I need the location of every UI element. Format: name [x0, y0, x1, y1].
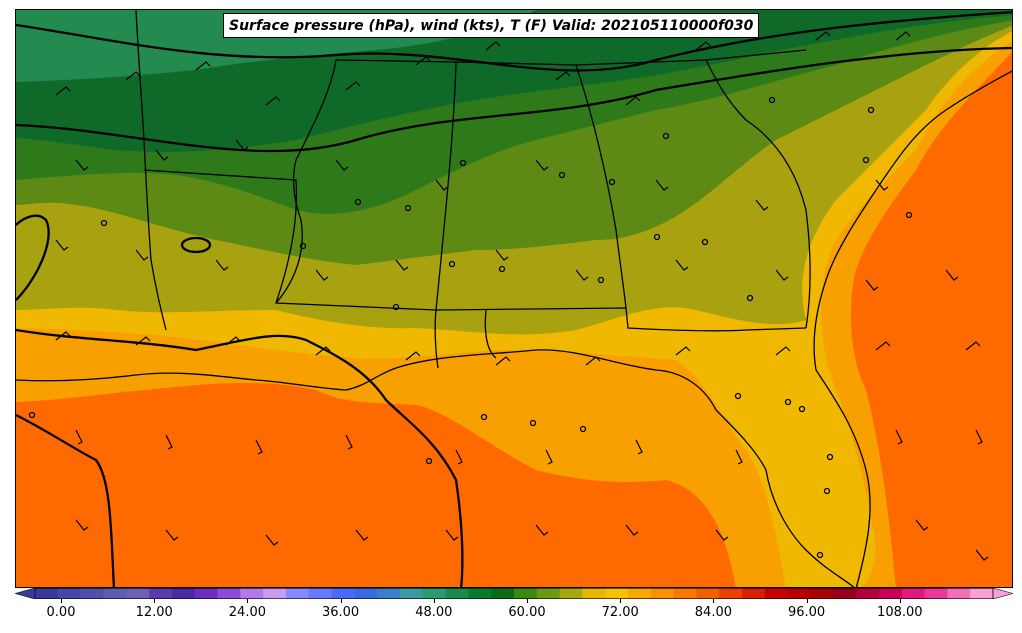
colorbar-segment — [650, 588, 675, 599]
colorbar-segment — [924, 588, 948, 599]
colorbar-tick-mark — [154, 599, 156, 603]
colorbar-tick-label: 72.00 — [601, 605, 639, 620]
colorbar-segment — [126, 588, 150, 599]
map-title: Surface pressure (hPa), wind (kts), T (F… — [223, 13, 760, 38]
colorbar-tick-label: 108.00 — [877, 605, 923, 620]
colorbar-segment — [354, 588, 378, 599]
isobar-lines — [16, 10, 1012, 587]
colorbar-segment — [377, 588, 401, 599]
colorbar-segment — [742, 588, 766, 599]
colorbar-segment — [35, 588, 59, 599]
weather-map — [16, 10, 1012, 587]
geographic-boundaries — [16, 10, 1012, 587]
colorbar-segment — [194, 588, 218, 599]
temperature-colorbar — [15, 588, 1013, 599]
colorbar-tick-label: 84.00 — [694, 605, 732, 620]
colorbar-tick-label: 12.00 — [135, 605, 173, 620]
colorbar-tick-mark — [247, 599, 249, 603]
colorbar-segment — [514, 588, 538, 599]
colorbar-tick-label: 24.00 — [228, 605, 266, 620]
colorbar-tick-label: 48.00 — [415, 605, 453, 620]
colorbar-segment — [103, 588, 127, 599]
colorbar-segment — [947, 588, 971, 599]
wind-barbs — [55, 31, 989, 561]
colorbar-segment — [308, 588, 333, 599]
colorbar-tick-mark — [527, 599, 528, 603]
colorbar-max-arrow — [992, 588, 1013, 599]
map-panel — [15, 9, 1013, 588]
colorbar-tick-mark — [433, 599, 435, 603]
colorbar-segment — [468, 588, 492, 599]
colorbar-segment — [217, 588, 241, 599]
colorbar-tick-mark — [61, 599, 62, 603]
colorbar-segment — [628, 588, 652, 599]
colorbar-segment — [171, 588, 196, 599]
colorbar-segment — [559, 588, 583, 599]
colorbar-segment — [719, 588, 743, 599]
colorbar-segment — [901, 588, 926, 599]
colorbar-segment — [445, 588, 469, 599]
colorbar-outline — [34, 588, 994, 599]
colorbar-segment — [673, 588, 697, 599]
colorbar-segment — [399, 588, 424, 599]
colorbar-segment — [582, 588, 606, 599]
colorbar-segment — [696, 588, 720, 599]
colorbar-segment — [787, 588, 812, 599]
calm-wind-circles — [28, 96, 913, 559]
colorbar-min-arrow — [15, 588, 36, 599]
colorbar-segment — [240, 588, 264, 599]
colorbar-tick-label: 60.00 — [508, 605, 546, 620]
colorbar-segment — [810, 588, 834, 599]
colorbar-segment — [263, 588, 287, 599]
colorbar-tick-label: 0.00 — [46, 605, 76, 620]
colorbar-segment — [764, 588, 789, 599]
colorbar-segment — [878, 588, 903, 599]
colorbar-segment — [422, 588, 447, 599]
colorbar-tick-label: 96.00 — [787, 605, 826, 620]
colorbar-segment — [80, 588, 104, 599]
colorbar-segment — [491, 588, 515, 599]
colorbar-tick-label: 36.00 — [321, 605, 360, 620]
colorbar-segment — [970, 588, 994, 599]
colorbar-tick-mark — [340, 599, 342, 603]
colorbar-tick-mark — [899, 599, 901, 603]
colorbar-segment — [536, 588, 561, 599]
colorbar-segment — [331, 588, 355, 599]
colorbar-segment — [149, 588, 173, 599]
colorbar-segment — [833, 588, 857, 599]
colorbar-tick-mark — [806, 599, 808, 603]
colorbar-segment — [856, 588, 880, 599]
colorbar-tick-mark — [713, 599, 715, 603]
colorbar-segment — [57, 588, 82, 599]
colorbar-segment — [605, 588, 629, 599]
colorbar-tick-mark — [620, 599, 622, 603]
colorbar-segment — [285, 588, 310, 599]
